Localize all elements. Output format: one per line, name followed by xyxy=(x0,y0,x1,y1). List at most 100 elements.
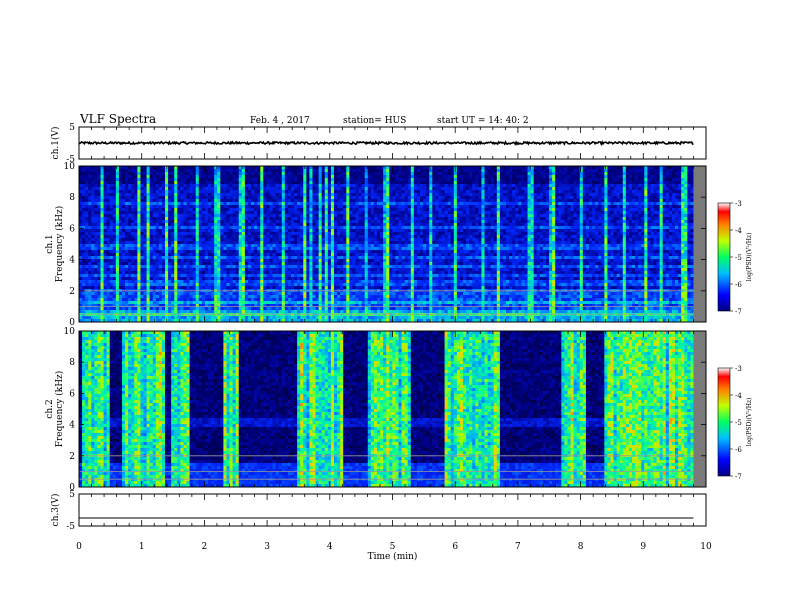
spec-cell xyxy=(153,220,156,223)
spec-cell xyxy=(156,286,159,289)
spec-cell xyxy=(162,220,165,223)
spec-cell xyxy=(183,178,186,181)
spec-cell xyxy=(177,238,180,241)
spec-cell xyxy=(180,190,183,193)
spec-cell xyxy=(113,229,116,232)
spec-cell xyxy=(171,301,174,304)
spec-cell xyxy=(110,187,113,190)
spec-cell xyxy=(137,259,140,262)
spec-cell xyxy=(116,232,119,235)
spec-cell xyxy=(88,304,91,307)
spec-cell xyxy=(116,190,119,193)
spec-cell xyxy=(97,259,100,262)
spec-cell xyxy=(131,193,134,196)
spec-cell xyxy=(125,304,128,307)
spec-cell xyxy=(79,229,82,232)
spec-cell xyxy=(137,286,140,289)
spec-cell xyxy=(144,193,147,196)
spec-cell xyxy=(162,181,165,184)
spec-cell xyxy=(79,298,82,301)
spec-cell xyxy=(94,190,97,193)
spec-cell xyxy=(110,232,113,235)
spec-cell xyxy=(159,304,162,307)
spec-cell xyxy=(101,292,104,295)
spec-cell xyxy=(150,178,153,181)
spec-cell xyxy=(165,220,168,223)
spec-cell xyxy=(183,286,186,289)
spec-cell xyxy=(79,196,82,199)
spec-cell xyxy=(153,223,156,226)
spec-cell xyxy=(113,253,116,256)
spec-cell xyxy=(119,232,122,235)
spec-cell xyxy=(177,280,180,283)
spec-cell xyxy=(134,271,137,274)
spec-cell xyxy=(153,226,156,229)
spec-cell xyxy=(85,193,88,196)
spec-cell xyxy=(140,235,143,238)
spec-cell xyxy=(165,175,168,178)
spec-cell xyxy=(101,202,104,205)
spec-cell xyxy=(131,214,134,217)
spec-cell xyxy=(97,208,100,211)
spec-cell xyxy=(119,181,122,184)
spec-cell xyxy=(82,286,85,289)
spec-cell xyxy=(140,241,143,244)
spec-cell xyxy=(125,310,128,313)
spec-cell xyxy=(156,190,159,193)
spec-cell xyxy=(128,181,131,184)
spec-cell xyxy=(150,193,153,196)
spec-cell xyxy=(128,169,131,172)
spec-cell xyxy=(168,253,171,256)
spec-cell xyxy=(165,181,168,184)
spec-cell xyxy=(180,196,183,199)
spec-cell xyxy=(147,184,150,187)
spec-cell xyxy=(91,301,94,304)
spec-cell xyxy=(79,220,82,223)
spec-cell xyxy=(119,175,122,178)
spec-cell xyxy=(156,268,159,271)
spec-cell xyxy=(183,307,186,310)
spec-cell xyxy=(165,283,168,286)
spec-cell xyxy=(168,295,171,298)
spec-cell xyxy=(140,166,143,169)
spec-cell xyxy=(82,280,85,283)
spec-cell xyxy=(153,178,156,181)
spec-cell xyxy=(82,178,85,181)
spec-cell xyxy=(171,208,174,211)
spec-cell xyxy=(94,181,97,184)
spec-cell xyxy=(116,301,119,304)
spec-cell xyxy=(162,265,165,268)
spec-cell xyxy=(91,205,94,208)
spec-cell xyxy=(116,316,119,319)
spec-cell xyxy=(159,247,162,250)
spec-cell xyxy=(183,241,186,244)
spec-cell xyxy=(150,217,153,220)
spec-cell xyxy=(128,268,131,271)
spec-cell xyxy=(91,184,94,187)
spec-cell xyxy=(101,280,104,283)
spec-cell xyxy=(180,283,183,286)
spec-cell xyxy=(165,235,168,238)
spec-cell xyxy=(122,235,125,238)
spec-cell xyxy=(168,292,171,295)
spec-cell xyxy=(150,172,153,175)
spec-cell xyxy=(183,187,186,190)
spec-cell xyxy=(168,202,171,205)
spec-cell xyxy=(122,199,125,202)
spec-cell xyxy=(128,277,131,280)
spec-cell xyxy=(104,307,107,310)
spec-cell xyxy=(88,256,91,259)
spec-cell xyxy=(183,208,186,211)
spec-cell xyxy=(94,217,97,220)
spec-cell xyxy=(110,166,113,169)
spec-cell xyxy=(144,316,147,319)
spec-cell xyxy=(88,280,91,283)
spec-cell xyxy=(113,196,116,199)
spec-cell xyxy=(82,244,85,247)
spec-cell xyxy=(104,235,107,238)
spec-cell xyxy=(91,181,94,184)
spec-cell xyxy=(91,223,94,226)
spec-cell xyxy=(174,232,177,235)
spec-cell xyxy=(131,292,134,295)
spec-cell xyxy=(144,304,147,307)
